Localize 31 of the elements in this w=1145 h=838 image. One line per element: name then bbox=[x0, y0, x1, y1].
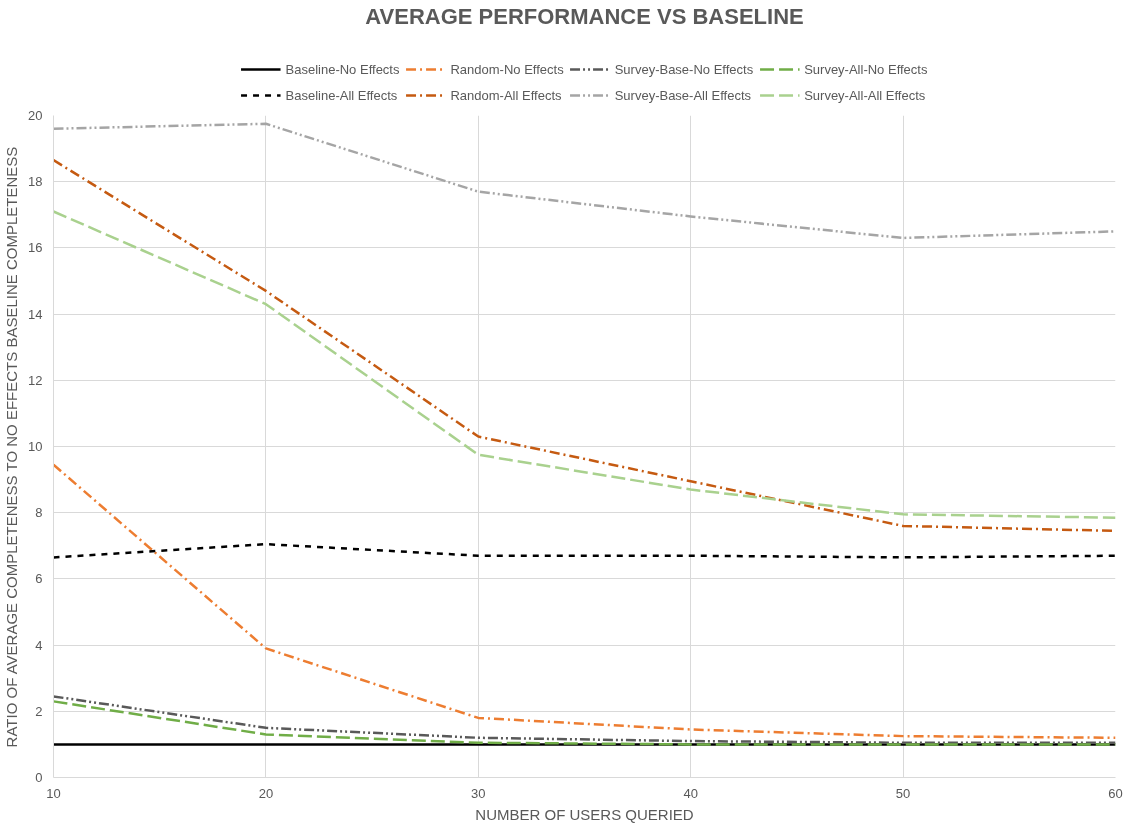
legend-label: Random-All Effects bbox=[450, 87, 562, 103]
x-tick-label: 60 bbox=[1108, 785, 1123, 801]
legend-label: Survey-Base-No Effects bbox=[614, 61, 754, 77]
x-tick-label: 10 bbox=[46, 785, 61, 801]
legend-label: Random-No Effects bbox=[450, 61, 564, 77]
y-tick-label: 2 bbox=[35, 703, 43, 719]
y-tick-label: 0 bbox=[35, 770, 43, 785]
line-series bbox=[53, 210, 1116, 519]
y-tick-label: 16 bbox=[28, 240, 43, 256]
x-tick-label: 40 bbox=[683, 785, 698, 801]
y-tick-label: 18 bbox=[28, 174, 43, 190]
y-tick-label: 20 bbox=[28, 108, 43, 123]
legend-label: Survey-All-No Effects bbox=[804, 61, 928, 77]
legend-label: Survey-All-All Effects bbox=[804, 87, 926, 103]
chart-title: AVERAGE PERFORMANCE VS BASELINE bbox=[365, 3, 804, 29]
y-tick-label: 8 bbox=[35, 505, 43, 521]
y-tick-label: 4 bbox=[35, 637, 43, 653]
line-series bbox=[53, 463, 1116, 740]
legend-label: Baseline-All Effects bbox=[285, 87, 398, 103]
y-tick-label: 14 bbox=[28, 306, 43, 322]
y-tick-label: 6 bbox=[35, 571, 43, 587]
x-tick-label: 50 bbox=[895, 785, 911, 801]
x-axis-title: NUMBER OF USERS QUERIED bbox=[475, 805, 694, 823]
y-tick-label: 10 bbox=[28, 439, 43, 454]
y-axis-title: RATIO OF AVERAGE COMPLETENESS TO NO EFFECTS BASELINE COMPLETENESS bbox=[3, 146, 21, 748]
x-tick-label: 20 bbox=[258, 785, 274, 801]
x-tick-label: 30 bbox=[471, 785, 486, 801]
y-tick-label: 12 bbox=[28, 372, 43, 388]
legend-label: Survey-Base-All Effects bbox=[614, 87, 751, 103]
line-series bbox=[53, 122, 1116, 240]
legend-label: Baseline-No Effects bbox=[285, 61, 400, 77]
